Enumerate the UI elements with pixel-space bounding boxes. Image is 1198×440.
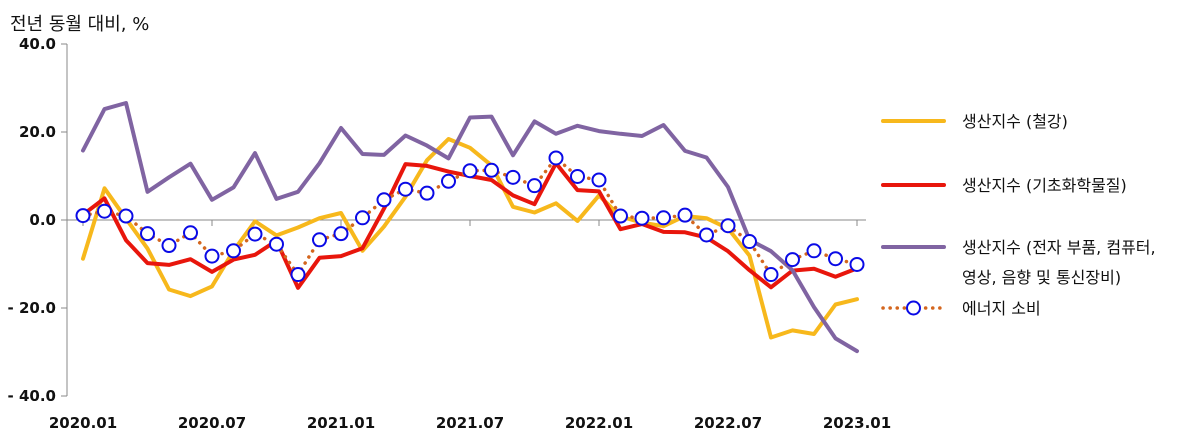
energy-marker [118,208,134,224]
energy-marker [763,267,779,283]
y-tick-label: - 40.0 [8,387,56,405]
legend-marker [906,300,921,316]
energy-marker [419,185,435,201]
energy-marker [441,173,456,189]
energy-marker [591,172,607,188]
legend-label: 생산지수 (기초화학물질) [962,176,1127,195]
energy-marker [312,232,327,248]
energy-marker [269,236,284,252]
energy-marker [699,227,714,243]
energy-marker [333,226,349,242]
energy-marker [634,210,650,226]
x-tick-label: 2023.01 [823,414,891,432]
energy-marker [849,256,865,272]
x-tick-label: 2021.01 [307,414,375,432]
energy-marker [742,234,757,250]
y-tick-label: 0.0 [29,211,56,229]
energy-marker [677,207,693,223]
y-axis-label: 전년 동월 대비, % [10,14,150,35]
energy-marker [570,168,585,184]
energy-marker [828,251,843,267]
legend-label: 에너지 소비 [962,299,1041,318]
x-tick-label: 2020.07 [178,414,246,432]
energy-marker [720,218,736,234]
x-tick-label: 2022.07 [694,414,762,432]
energy-marker [398,181,413,197]
y-tick-label: - 20.0 [8,299,56,317]
energy-marker [183,225,198,241]
energy-marker [613,208,628,224]
energy-marker [656,210,671,226]
energy-marker [505,169,521,185]
energy-marker [785,252,800,268]
legend-label: 생산지수 (철강) [962,112,1068,131]
energy-marker [484,162,499,178]
x-tick-label: 2022.01 [565,414,633,432]
y-tick-label: 40.0 [19,35,56,53]
energy-marker [97,203,112,219]
series-line-3 [81,101,859,354]
x-tick-label: 2020.01 [49,414,117,432]
energy-marker [527,178,542,194]
energy-marker [376,192,392,208]
energy-marker [161,238,177,254]
energy-marker [75,208,91,224]
energy-marker [140,226,155,242]
energy-marker [247,226,263,242]
energy-marker [226,243,241,259]
legend-label: 생산지수 (전자 부품, 컴퓨터, [962,238,1156,257]
legend-label: 영상, 음향 및 통신장비) [962,268,1121,287]
energy-marker [204,248,220,264]
energy-marker [806,243,822,259]
energy-marker [548,150,564,166]
energy-marker [290,267,306,283]
energy-marker [355,210,370,226]
energy-marker [462,163,478,179]
x-tick-label: 2021.07 [436,414,504,432]
y-tick-label: 20.0 [19,123,56,141]
